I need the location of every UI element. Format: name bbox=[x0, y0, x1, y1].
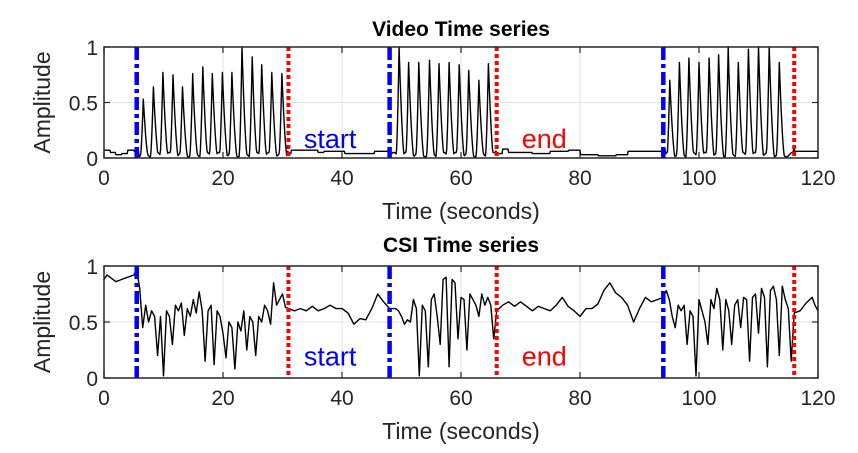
start-annotation: start bbox=[304, 124, 357, 154]
y-tick-label: 0.5 bbox=[69, 312, 98, 335]
chart-title: CSI Time series bbox=[383, 234, 539, 257]
x-tick-label: 20 bbox=[211, 167, 234, 190]
y-axis-label: Amplitude bbox=[29, 271, 55, 373]
y-tick-label: 0 bbox=[86, 368, 98, 391]
x-tick-label: 20 bbox=[211, 387, 234, 410]
x-tick-label: 80 bbox=[568, 387, 591, 410]
x-tick-label: 40 bbox=[330, 387, 353, 410]
chart-title: Video Time series bbox=[372, 18, 550, 41]
end-annotation: end bbox=[522, 342, 567, 372]
y-tick-label: 0 bbox=[86, 148, 98, 171]
axes-box bbox=[103, 46, 819, 159]
axes-box bbox=[103, 265, 819, 379]
video-chart: 0 20 40 60 80 100 120 0 0.5 1 start end Video Time s… bbox=[29, 18, 836, 224]
start-annotation: start bbox=[304, 342, 357, 372]
x-tick-label: 120 bbox=[800, 387, 835, 410]
x-tick-label: 0 bbox=[98, 167, 110, 190]
x-tick-label: 60 bbox=[449, 167, 472, 190]
x-axis-label: Time (seconds) bbox=[382, 418, 540, 444]
csi-chart: 0 20 40 60 80 100 120 0 0.5 1 start end CSI Time ser… bbox=[29, 234, 836, 444]
y-tick-label: 0.5 bbox=[69, 93, 98, 116]
x-tick-label: 60 bbox=[449, 387, 472, 410]
x-tick-label: 100 bbox=[681, 387, 716, 410]
y-tick-label: 1 bbox=[86, 256, 98, 279]
x-tick-label: 120 bbox=[800, 167, 835, 190]
data-line bbox=[103, 46, 819, 158]
y-tick-label: 1 bbox=[86, 37, 98, 60]
x-tick-label: 80 bbox=[568, 167, 591, 190]
x-tick-label: 100 bbox=[681, 167, 716, 190]
x-tick-label: 0 bbox=[98, 387, 110, 410]
y-axis-label: Amplitude bbox=[29, 51, 55, 153]
x-tick-label: 40 bbox=[330, 167, 353, 190]
x-axis-label: Time (seconds) bbox=[382, 198, 540, 224]
data-line bbox=[103, 268, 819, 377]
end-annotation: end bbox=[522, 124, 567, 154]
